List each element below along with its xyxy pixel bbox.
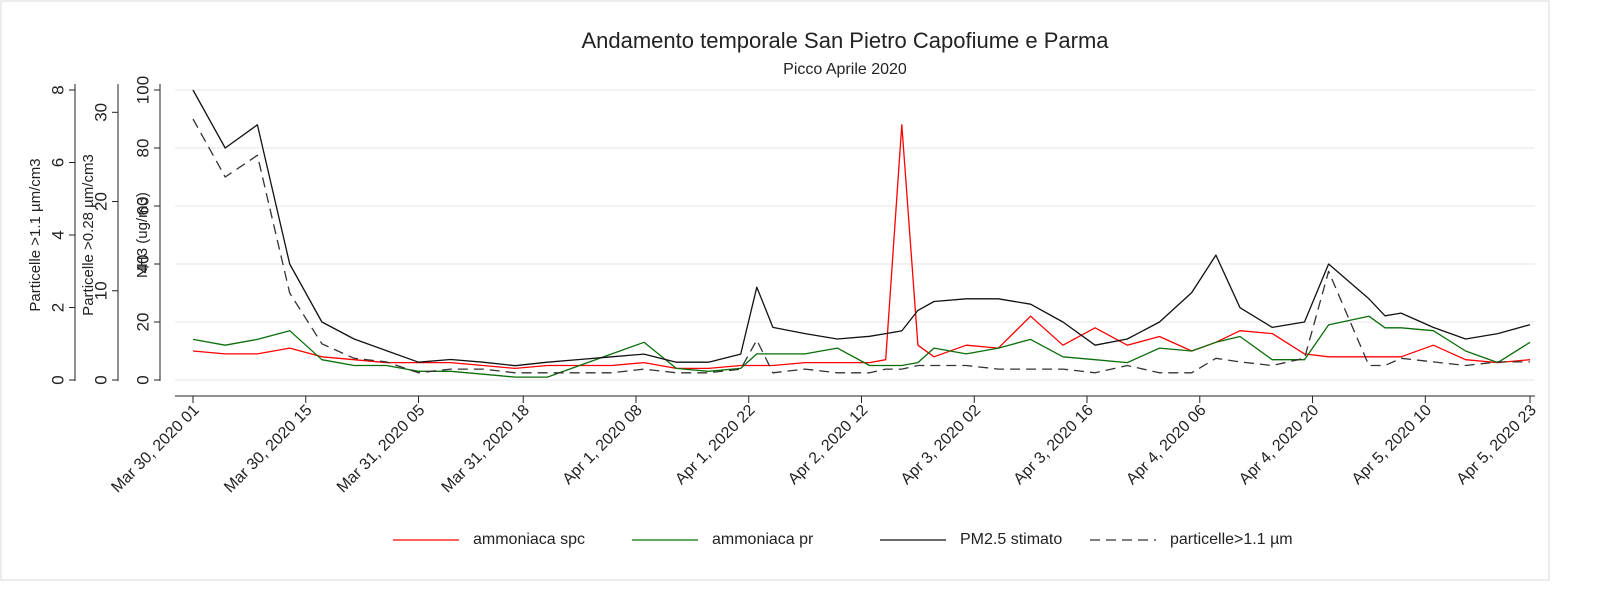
y-tick-label: 4: [48, 230, 67, 239]
y-tick-label: 0: [48, 375, 67, 384]
frame: [0, 0, 1550, 581]
legend-label: ammoniaca spc: [473, 531, 585, 548]
y-tick-label: 2: [48, 303, 67, 312]
y-tick-label: 20: [91, 192, 110, 211]
y-tick-label: 40: [133, 255, 152, 274]
y-tick-label: 30: [91, 103, 110, 122]
legend-label: particelle>1.1 µm: [1170, 531, 1293, 548]
y-tick-label: 60: [133, 197, 152, 216]
y-tick-label: 20: [133, 313, 152, 332]
series-line: [192, 315, 1531, 378]
y-tick-label: 0: [91, 375, 110, 384]
y-tick-label: 6: [48, 158, 67, 167]
y3-axis-title: Particelle >1.1 µm/cm3: [27, 158, 44, 311]
series-line: [192, 89, 1531, 367]
series-line: [192, 118, 1530, 374]
chart-subtitle: Picco Aprile 2020: [783, 61, 907, 78]
y-tick-label: 0: [133, 375, 152, 384]
legend-label: ammoniaca pr: [712, 531, 814, 548]
y2-axis-title: Particelle >0.28 µm/cm3: [80, 154, 97, 316]
series-line: [192, 124, 1531, 370]
y-tick-label: 100: [133, 76, 152, 104]
chart-title: Andamento temporale San Pietro Capofiume…: [581, 28, 1109, 53]
legend-label: PM2.5 stimato: [960, 531, 1062, 548]
y-tick-label: 8: [48, 85, 67, 94]
y-tick-label: 80: [133, 139, 152, 158]
y-axis-title: NH3 (ug/m3): [134, 192, 151, 278]
y-tick-label: 10: [91, 281, 110, 300]
